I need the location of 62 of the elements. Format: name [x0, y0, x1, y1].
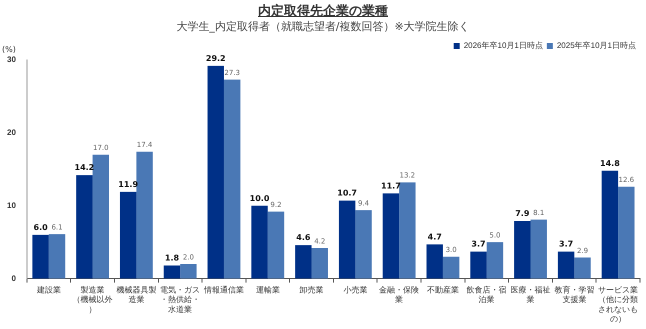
bar: [618, 186, 635, 279]
bar: [399, 182, 416, 279]
bar: [251, 206, 268, 279]
data-label: 3.7: [471, 240, 486, 249]
bar: [486, 242, 504, 279]
bar: [224, 80, 240, 279]
data-label: 14.8: [600, 158, 620, 168]
legend-label: 2025年卒10月1日時点: [556, 41, 636, 50]
bar: [602, 170, 618, 279]
bar: [268, 212, 284, 279]
data-label: 10.7: [337, 188, 358, 198]
bar: [382, 193, 400, 279]
legend-label: 2026年卒10月1日時点: [464, 41, 543, 50]
x-tick-label: サービス業（他に分類されないもの）: [598, 286, 638, 324]
bar: [180, 264, 197, 279]
y-axis-title: (%): [2, 45, 16, 54]
y-tick-label: 20: [6, 128, 16, 138]
bar: [338, 200, 356, 279]
bar: [295, 245, 312, 279]
bar: [530, 220, 547, 279]
bar: [355, 210, 372, 279]
bar: [470, 252, 487, 279]
x-tick-label: 製造業（機械以外）: [72, 286, 113, 314]
bar: [92, 154, 110, 279]
data-label: 6.0: [34, 222, 48, 232]
x-tick-label: 飲食店・宿泊業: [466, 286, 507, 304]
bar: [558, 252, 574, 279]
data-label: 4.6: [296, 233, 311, 242]
bar: [514, 221, 531, 279]
y-tick-label: 30: [6, 55, 16, 64]
data-label: 10.0: [250, 194, 270, 203]
y-tick-label: 10: [6, 200, 16, 210]
bar: [442, 256, 460, 279]
data-label: 3.7: [559, 240, 574, 249]
bar: [574, 257, 591, 279]
x-tick-label: 不動産業: [426, 286, 459, 295]
data-label: 29.2: [206, 54, 226, 63]
x-tick-label: 情報通信業: [202, 286, 244, 295]
data-label: 4.7: [428, 232, 442, 242]
x-tick-label: 建設業: [36, 286, 61, 295]
x-tick-label: 電気・ガス・熱供給・水道業: [160, 286, 200, 314]
x-tick-label: 機械器具製造業: [116, 286, 156, 304]
chart-subtitle: 大学生_内定取得者（就職志望者/複数回答）※大学院生除く: [175, 19, 471, 34]
bar: [312, 248, 328, 279]
bar: [136, 152, 153, 279]
data-label: 1.8: [164, 254, 180, 263]
bar: [208, 66, 224, 279]
x-tick-label: 金融・保険業: [379, 286, 420, 304]
bar: [76, 175, 93, 279]
x-tick-label: 運輸業: [256, 286, 280, 295]
x-tick-label: 教育・学習支援業: [554, 286, 594, 304]
bar: [426, 244, 443, 279]
y-tick-label: 0: [11, 274, 16, 283]
bar: [120, 192, 136, 279]
x-tick-label: 小売業: [343, 286, 368, 295]
chart-title: 内定取得先企業の業種: [257, 2, 389, 19]
x-tick-label: 医療・福祉業: [510, 286, 551, 304]
bar: [48, 234, 66, 279]
x-tick-label: 卸売業: [300, 286, 324, 295]
bar: [164, 265, 180, 279]
data-label: 7.9: [515, 209, 530, 218]
bar: [32, 234, 49, 279]
